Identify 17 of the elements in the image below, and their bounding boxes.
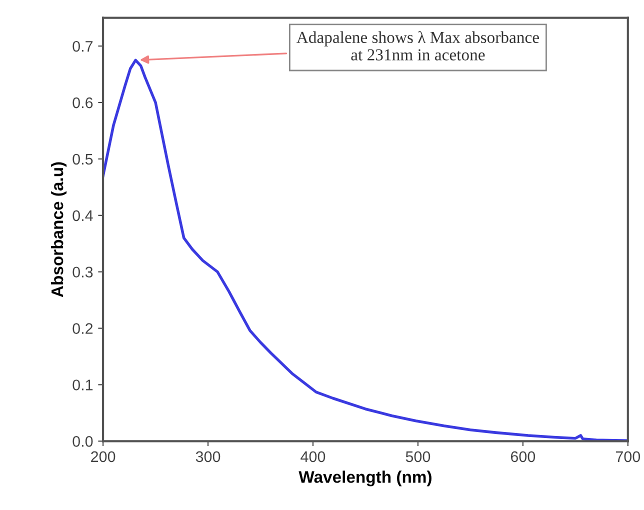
x-tick-label: 300 — [196, 451, 220, 462]
x-tick-label: 200 — [91, 451, 116, 462]
y-tick-label: 0.5 — [72, 154, 93, 165]
x-tick-label: 600 — [510, 451, 536, 462]
x-axis-title: Wavelength (nm) — [298, 470, 432, 486]
y-tick-label: 0.3 — [72, 266, 93, 278]
x-tick-label: 400 — [300, 451, 326, 462]
y-axis-title: Absorbance (a.u) — [50, 162, 67, 298]
y-tick-label: 0.1 — [72, 380, 93, 390]
x-tick-label: 500 — [406, 451, 430, 462]
y-tick-label: 0.2 — [72, 323, 93, 334]
x-tick-label: 700 — [616, 451, 640, 462]
y-tick-label: 0.6 — [72, 97, 93, 108]
y-tick-label: 0.0 — [72, 436, 93, 447]
y-tick-label: 0.7 — [72, 40, 93, 52]
y-tick-label: 0.4 — [72, 210, 93, 222]
annotation: Adapalene shows λ Max absorbance at 231nm in acetone — [296, 31, 539, 60]
